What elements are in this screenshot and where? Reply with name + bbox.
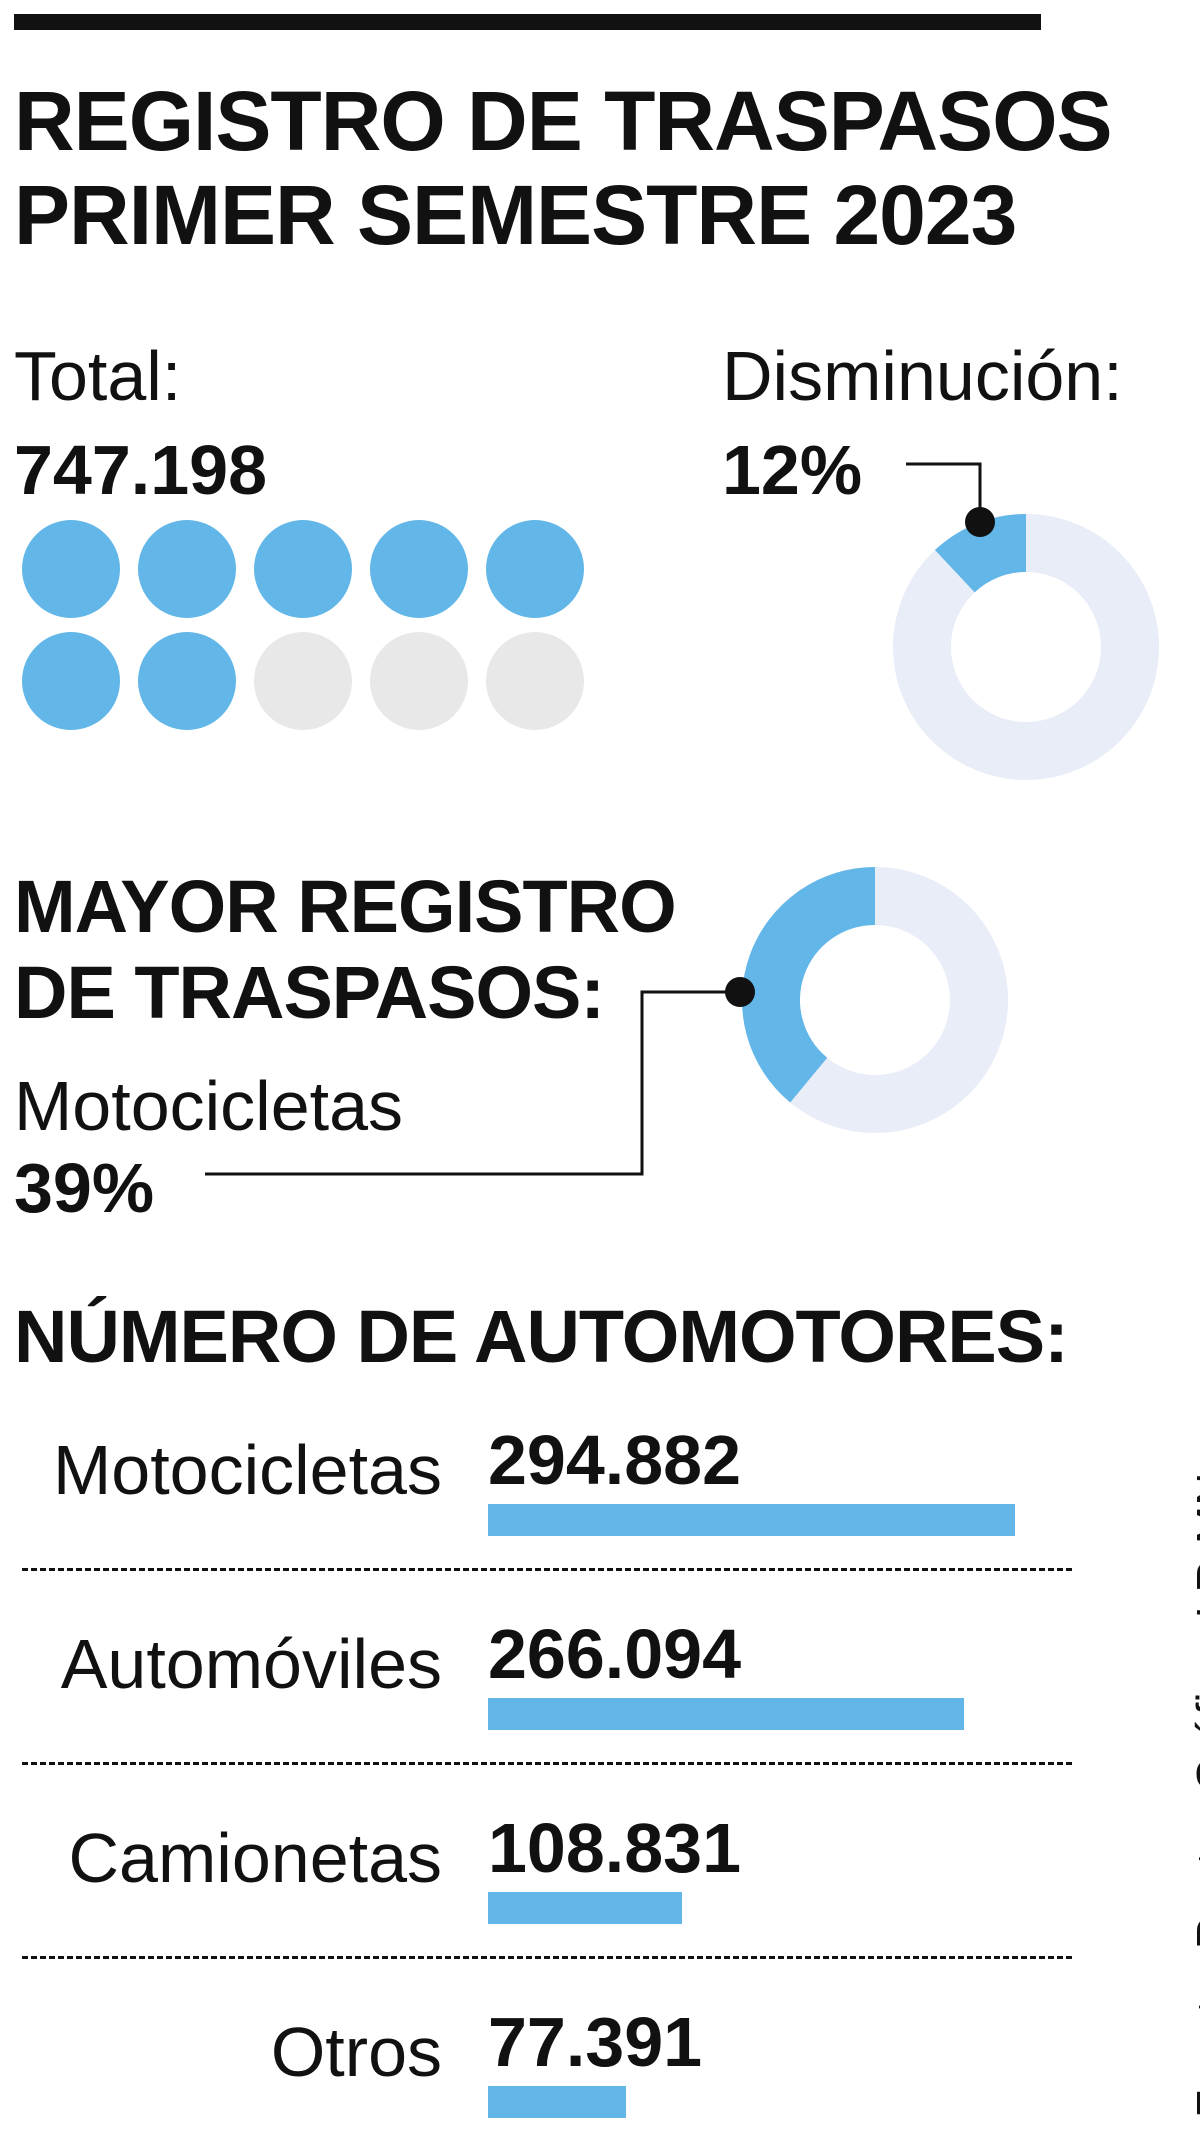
biggest-leader-line (205, 990, 738, 1176)
decrease-value: 12% (722, 431, 863, 509)
credits: Fuente: Runt Gráfico: LR-MN (1187, 1472, 1200, 2118)
pictogram-dot-empty (486, 632, 584, 730)
pictogram-dot-empty (254, 632, 352, 730)
total-value: 747.198 (14, 431, 268, 509)
pictogram-dot-filled (254, 520, 352, 618)
biggest-leader-dot (725, 977, 755, 1007)
pictogram (22, 520, 592, 730)
bar (488, 1892, 682, 1924)
pictogram-dot-filled (138, 632, 236, 730)
biggest-category: Motocicletas (14, 1067, 404, 1145)
row-divider (22, 1762, 1072, 1765)
bars-heading: NÚMERO DE AUTOMOTORES: (14, 1295, 1069, 1378)
top-rule (14, 14, 1041, 30)
row-divider (22, 1956, 1072, 1959)
pictogram-dot-filled (370, 520, 468, 618)
bar-category-label: Automóviles (60, 1625, 442, 1703)
bar-value-label: 108.831 (488, 1809, 742, 1887)
graphic-credit: Gráfico: LR-MN (1187, 1472, 1200, 1793)
biggest-heading-line-2: DE TRASPASOS: (14, 951, 605, 1034)
title-line-1: REGISTRO DE TRASPASOS (14, 74, 1113, 168)
title-line-2: PRIMER SEMESTRE 2023 (14, 168, 1017, 262)
decrease-donut-track (893, 514, 1159, 780)
decrease-leader-dot (965, 507, 995, 537)
decrease-leader-line (906, 462, 982, 520)
pictogram-dot-filled (22, 632, 120, 730)
bar-value-label: 77.391 (488, 2003, 703, 2081)
bar-value-label: 266.094 (488, 1615, 742, 1693)
source-credit: Fuente: Runt (1187, 1852, 1200, 2118)
biggest-heading-line-1: MAYOR REGISTRO (14, 865, 677, 948)
decrease-label: Disminución: (722, 337, 1123, 415)
bar-value-label: 294.882 (488, 1421, 742, 1499)
decrease-donut-value-arc (934, 514, 1028, 594)
biggest-value: 39% (14, 1149, 155, 1227)
pictogram-dot-empty (370, 632, 468, 730)
bar (488, 1698, 964, 1730)
bar-category-label: Camionetas (68, 1819, 442, 1897)
bar-category-label: Otros (270, 2013, 442, 2091)
total-label: Total: (14, 337, 182, 415)
bar-category-label: Motocicletas (52, 1431, 442, 1509)
bar (488, 1504, 1015, 1536)
bar (488, 2086, 626, 2118)
pictogram-dot-filled (22, 520, 120, 618)
infographic-title: REGISTRO DE TRASPASOS PRIMER SEMESTRE 20… (14, 74, 1113, 262)
pictogram-dot-filled (486, 520, 584, 618)
row-divider (22, 1568, 1072, 1571)
biggest-donut-value-arc (742, 867, 876, 1103)
pictogram-dot-filled (138, 520, 236, 618)
